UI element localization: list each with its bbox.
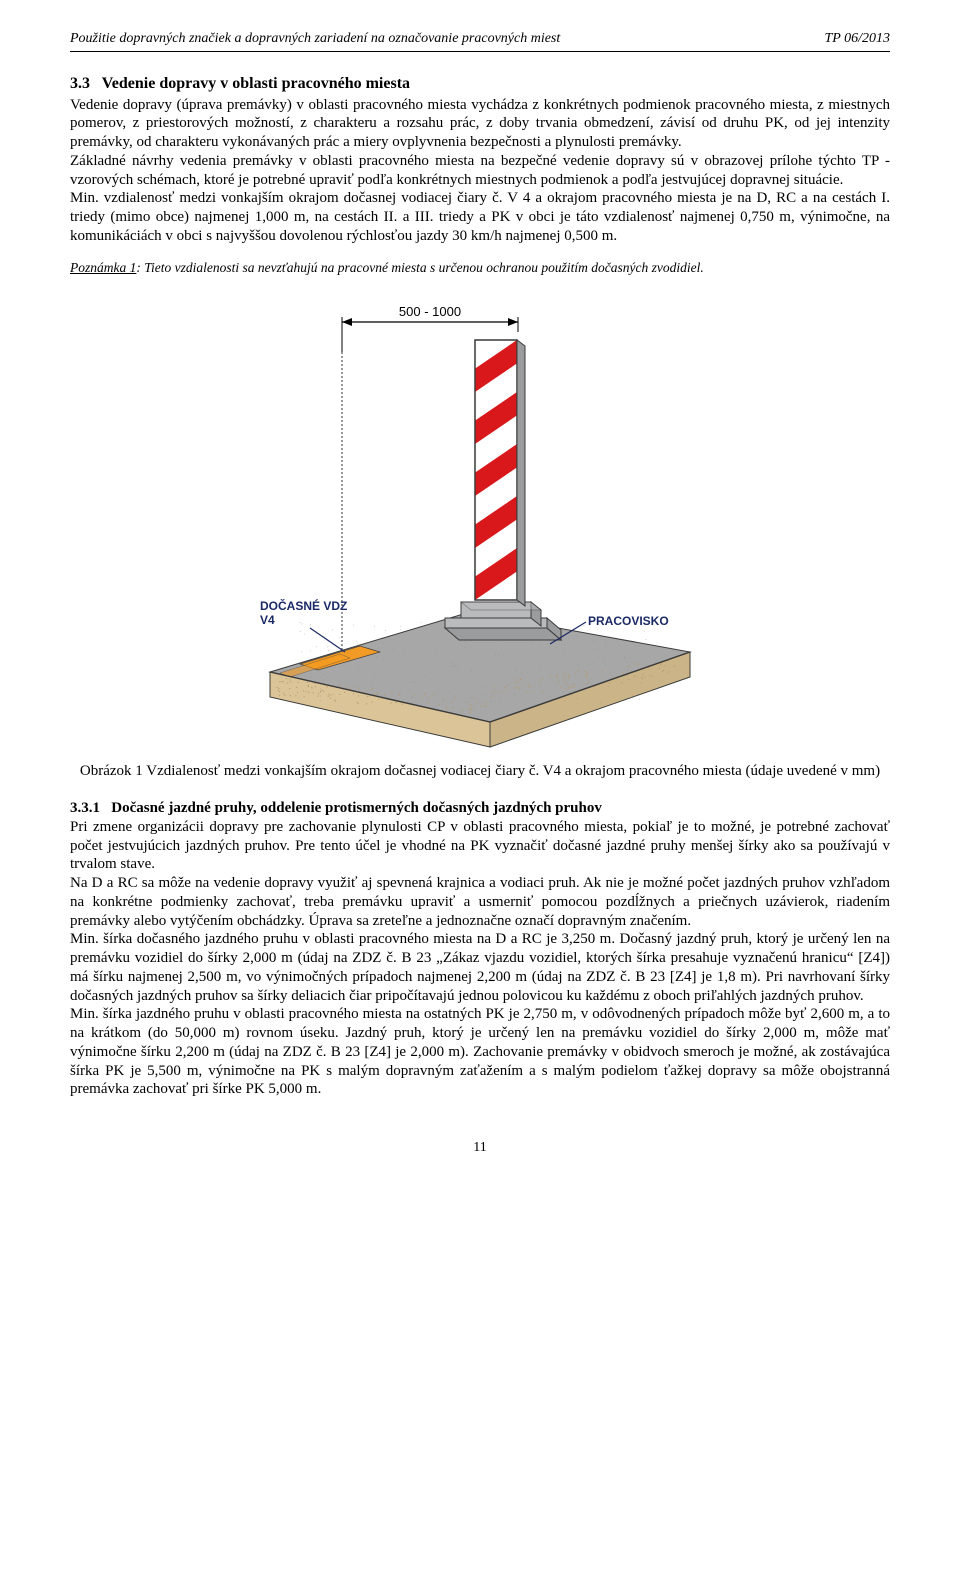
section-3-3-body: Vedenie dopravy (úprava premávky) v obla… [70,96,890,246]
svg-text:V4: V4 [260,613,275,627]
para-1: Vedenie dopravy (úprava premávky) v obla… [70,96,890,152]
section-number: 3.3 [70,75,90,92]
sub-para-3: Min. šírka dočasného jazdného pruhu v ob… [70,930,890,1005]
figure-1: 500 - 1000 DOČASNÉ VDZV4 PRACOVISKO [70,292,890,752]
section-3-3-title: 3.3 Vedenie dopravy v oblasti pracovného… [70,74,890,94]
subsection-3-3-1-body: Pri zmene organizácii dopravy pre zachov… [70,818,890,1099]
header-rule [70,51,890,52]
figure-1-caption: Obrázok 1 Vzdialenosť medzi vonkajším ok… [70,762,890,781]
sub-para-2: Na D a RC sa môže na vedenie dopravy vyu… [70,874,890,930]
page-number: 11 [70,1139,890,1157]
svg-text:DOČASNÉ VDZ: DOČASNÉ VDZ [260,598,347,613]
sub-para-4: Min. šírka jazdného pruhu v oblasti prac… [70,1005,890,1099]
note-label: Poznámka 1 [70,260,136,275]
para-3: Min. vzdialenosť medzi vonkajším okrajom… [70,189,890,245]
header-left: Použitie dopravných značiek a dopravných… [70,30,560,48]
para-2: Základné návrhy vedenia premávky v oblas… [70,152,890,190]
svg-text:500 - 1000: 500 - 1000 [399,304,461,319]
svg-text:PRACOVISKO: PRACOVISKO [588,614,669,628]
note-1: Poznámka 1: Tieto vzdialenosti sa nevzťa… [70,260,890,277]
subsection-heading: Dočasné jazdné pruhy, oddelenie protisme… [111,800,602,816]
subsection-3-3-1-title: 3.3.1 Dočasné jazdné pruhy, oddelenie pr… [70,799,890,818]
page-header: Použitie dopravných značiek a dopravných… [70,30,890,48]
subsection-number: 3.3.1 [70,800,100,816]
note-text: : Tieto vzdialenosti sa nevzťahujú na pr… [136,260,703,275]
sub-para-1: Pri zmene organizácii dopravy pre zachov… [70,818,890,874]
header-right: TP 06/2013 [825,30,890,48]
section-heading: Vedenie dopravy v oblasti pracovného mie… [102,75,410,92]
figure-1-diagram-icon: 500 - 1000 DOČASNÉ VDZV4 PRACOVISKO [250,292,710,752]
